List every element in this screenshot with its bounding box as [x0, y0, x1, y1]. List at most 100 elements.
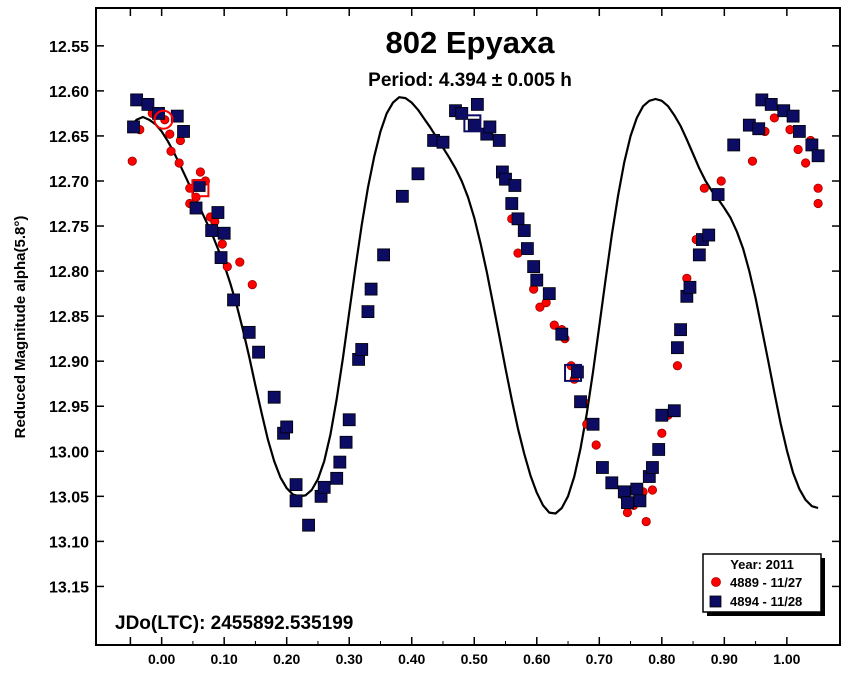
data-point-4894	[130, 93, 144, 107]
legend-title: Year: 2011	[730, 557, 794, 572]
data-point-4894	[217, 226, 231, 240]
data-point-4894	[127, 120, 140, 134]
data-point-4894	[483, 120, 497, 134]
data-point-4894	[527, 260, 541, 273]
x-tick-label: 0.80	[648, 651, 675, 667]
plot-frame	[95, 7, 841, 646]
data-point-4894	[339, 435, 353, 449]
data-point-4894	[364, 282, 378, 296]
y-tick-label: 12.60	[49, 84, 89, 101]
data-point-4894	[621, 496, 634, 510]
data-point-4894	[467, 118, 481, 132]
y-tick-label: 12.65	[49, 129, 89, 146]
x-tick-label: 0.50	[461, 651, 488, 667]
data-point-4894	[355, 343, 369, 356]
data-point-4894	[692, 248, 706, 262]
data-point-4894	[470, 98, 484, 111]
data-point-4889	[699, 183, 709, 193]
y-tick-label: 12.80	[49, 264, 89, 281]
legend-box	[702, 553, 822, 613]
data-point-4894	[289, 478, 303, 492]
x-tick-label: 0.10	[211, 651, 238, 667]
data-point-4894	[242, 325, 256, 339]
y-tick-label: 12.95	[49, 399, 89, 416]
data-point-4894	[633, 494, 647, 508]
data-point-4894	[317, 480, 331, 494]
y-tick-label: 13.10	[49, 534, 89, 551]
legend-marker-circle	[711, 577, 721, 587]
data-point-4889	[769, 113, 779, 123]
data-point-4889	[647, 485, 658, 495]
data-point-4889	[672, 361, 683, 371]
jd-annotation: JDo(LTC): 2455892.535199	[115, 613, 353, 634]
chart-title: 802 Epyaxa	[386, 25, 556, 60]
data-point-4894	[395, 189, 409, 203]
x-tick-label: 0.70	[586, 651, 613, 667]
data-point-4889	[549, 320, 559, 330]
data-point-4894	[586, 417, 600, 431]
data-point-4889	[166, 146, 176, 156]
data-point-4889	[813, 198, 823, 209]
data-point-4889	[716, 176, 726, 186]
data-point-4894	[805, 138, 819, 152]
data-point-4894	[630, 482, 644, 496]
data-point-4894	[205, 224, 219, 237]
data-point-4894	[342, 413, 356, 427]
x-tick-label: 0.00	[148, 651, 175, 667]
y-tick-label: 12.70	[49, 174, 89, 191]
data-point-4894	[511, 212, 525, 226]
data-point-4889	[165, 129, 175, 139]
y-tick-label: 12.55	[49, 39, 89, 56]
data-point-4889	[785, 125, 795, 135]
highlight-marker	[564, 363, 583, 382]
data-point-4894	[764, 98, 778, 111]
data-point-4889	[513, 248, 523, 258]
data-point-4889	[591, 440, 601, 450]
data-point-4889	[622, 507, 633, 518]
data-point-4889	[801, 158, 811, 168]
data-point-4894	[492, 134, 506, 147]
data-point-4894	[302, 518, 315, 532]
legend-entry-4889: 4889 - 11/27	[730, 575, 802, 590]
data-point-4894	[792, 125, 806, 138]
highlight-marker	[463, 114, 482, 133]
data-point-4889	[793, 144, 803, 155]
y-tick-label: 13.00	[49, 444, 89, 461]
data-point-4894	[267, 390, 281, 404]
y-tick-label: 13.05	[49, 489, 89, 506]
chart-subtitle: Period: 4.394 ± 0.005 h	[368, 70, 572, 91]
legend-entry-4894: 4894 - 11/28	[730, 594, 802, 609]
data-point-4894	[727, 138, 741, 152]
data-point-4889	[235, 257, 245, 267]
data-point-4894	[505, 197, 519, 210]
data-point-4894	[330, 471, 344, 485]
data-point-4894	[555, 327, 569, 341]
data-point-4889	[535, 302, 545, 312]
data-point-4894	[711, 188, 725, 201]
data-point-4894	[702, 228, 716, 242]
data-point-4894	[214, 251, 228, 264]
data-point-4889	[247, 280, 257, 290]
data-point-4894	[520, 242, 534, 255]
legend: Year: 2011 4889 - 11/27 4894 - 11/28	[702, 553, 825, 616]
highlight-marker	[191, 179, 210, 198]
data-point-4894	[377, 248, 390, 262]
x-tick-label: 1.00	[773, 651, 800, 667]
data-point-4894	[227, 293, 240, 307]
data-point-4894	[674, 323, 687, 337]
data-point-4894	[333, 455, 347, 469]
data-point-4894	[189, 201, 203, 215]
data-point-4894	[786, 109, 800, 123]
data-point-4894	[361, 305, 375, 319]
data-point-4894	[752, 122, 766, 136]
data-point-4894	[280, 420, 294, 434]
data-point-4894	[289, 494, 303, 508]
data-point-4894	[671, 341, 684, 355]
data-point-4889	[217, 239, 227, 249]
data-point-4889	[813, 183, 823, 193]
highlighted-points-layer	[153, 109, 583, 382]
data-point-4894	[574, 395, 587, 409]
data-point-4894	[508, 179, 522, 192]
data-point-4894	[542, 287, 556, 301]
data-point-4889	[641, 516, 651, 527]
